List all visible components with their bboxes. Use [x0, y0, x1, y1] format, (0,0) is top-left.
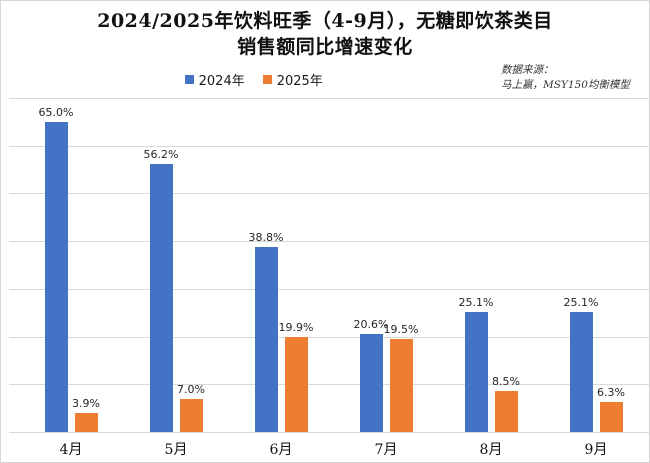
- gridline-60: [9, 145, 649, 147]
- bar-2024年-6月: [254, 246, 278, 432]
- bar-2024年-5月: [149, 163, 173, 432]
- legend: 2024年 2025年: [1, 70, 506, 89]
- bar-2024年-9月: [569, 312, 593, 432]
- value-label-2025年-7月: 19.5%: [383, 322, 419, 336]
- gridline-0: [9, 432, 649, 433]
- bar-2025年-5月: [179, 398, 203, 432]
- value-label-2025年-8月: 8.5%: [492, 375, 520, 389]
- gridline-30: [9, 288, 649, 290]
- gridline-20: [9, 336, 649, 338]
- gridline-70: [9, 98, 649, 99]
- data-source-line2: 马上赢，MSY150均衡模型: [501, 79, 630, 91]
- data-source-line1: 数据来源：: [501, 64, 554, 76]
- bar-2025年-6月: [284, 337, 308, 432]
- x-axis-label-9月: 9月: [584, 442, 608, 458]
- gridline-50: [9, 193, 649, 195]
- value-label-2024年-4月: 65.0%: [38, 105, 74, 119]
- bar-2024年-4月: [44, 121, 68, 432]
- value-label-2024年-6月: 38.8%: [248, 230, 284, 244]
- legend-swatch-2025-icon: [262, 75, 272, 84]
- bar-2025年-7月: [389, 338, 413, 432]
- legend-label-2024: 2024年: [198, 74, 245, 89]
- legend-label-2025: 2025年: [276, 74, 323, 89]
- value-label-2024年-8月: 25.1%: [458, 296, 494, 310]
- legend-swatch-2024-icon: [184, 75, 194, 84]
- value-label-2025年-5月: 7.0%: [177, 382, 205, 396]
- value-label-2024年-7月: 20.6%: [353, 317, 389, 331]
- bar-2025年-8月: [494, 391, 518, 432]
- value-label-2024年-5月: 56.2%: [143, 147, 179, 161]
- x-axis-label-8月: 8月: [479, 442, 503, 458]
- value-label-2025年-6月: 19.9%: [278, 321, 314, 335]
- bar-2025年-4月: [74, 413, 98, 432]
- x-axis-label-4月: 4月: [59, 442, 83, 458]
- plot-area: 65.0% 3.9% 56.2% 7.0% 38.8% 19.9% 20.6% 19.5% 25…: [9, 98, 649, 433]
- chart-title-line2: 销售额同比增速变化: [237, 36, 413, 58]
- gridline-10: [9, 384, 649, 386]
- legend-item-2024: 2024年: [184, 70, 245, 89]
- gridline-40: [9, 241, 649, 243]
- value-label-2024年-9月: 25.1%: [563, 296, 599, 310]
- x-axis-label-5月: 5月: [164, 442, 188, 458]
- x-axis-label-7月: 7月: [374, 442, 398, 458]
- bar-2025年-9月: [599, 401, 623, 432]
- x-axis: 4月 5月 6月 7月 8月 9月: [9, 432, 649, 460]
- legend-item-2025: 2025年: [262, 70, 323, 89]
- value-label-2025年-9月: 6.3%: [597, 385, 625, 399]
- chart-title-line1: 2024/2025年饮料旺季（4-9月），无糖即饮茶类目: [97, 10, 553, 32]
- x-axis-label-6月: 6月: [269, 442, 293, 458]
- bar-2024年-7月: [359, 333, 383, 432]
- value-label-2025年-4月: 3.9%: [72, 397, 100, 411]
- chart-title: 2024/2025年饮料旺季（4-9月），无糖即饮茶类目 销售额同比增速变化: [1, 8, 649, 60]
- bar-2024年-8月: [464, 312, 488, 432]
- data-source-note: 数据来源： 马上赢，MSY150均衡模型: [501, 63, 646, 93]
